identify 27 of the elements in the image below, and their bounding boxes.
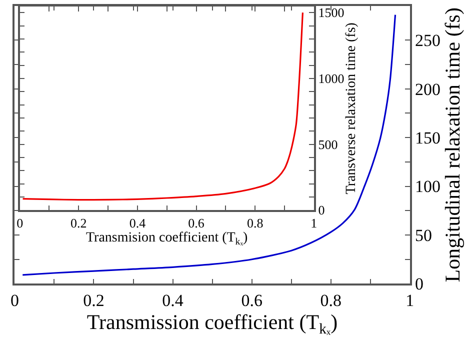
y-tick-label: 0 bbox=[415, 274, 424, 294]
y-tick-label: 1500 bbox=[318, 5, 344, 20]
y-tick-label: 100 bbox=[415, 177, 441, 196]
x-tick-label: 0.4 bbox=[162, 290, 184, 310]
x-axis-title: Transmission coefficient (T$_{kₓ}$) bbox=[86, 310, 338, 338]
x-axis-title: Transmision coefficient (T$_{kₓ}$) bbox=[86, 230, 248, 248]
x-tick-label: 1 bbox=[406, 290, 414, 310]
y-axis-title: Longitudinal relaxation time (fs) bbox=[440, 8, 465, 282]
x-tick-label: 0.8 bbox=[246, 215, 264, 230]
x-tick-label: 0.2 bbox=[83, 290, 104, 310]
y-tick-label: 250 bbox=[415, 31, 441, 50]
y-tick-label: 1000 bbox=[318, 70, 344, 86]
y-tick-label: 0 bbox=[318, 202, 325, 218]
x-tick-label: 0.8 bbox=[320, 290, 342, 310]
x-tick-label: 0.6 bbox=[241, 290, 262, 310]
y-tick-label: 50 bbox=[415, 226, 432, 245]
x-tick-label: 1 bbox=[310, 215, 318, 230]
x-tick-label: 0.4 bbox=[129, 215, 146, 230]
y-tick-label: 500 bbox=[318, 136, 338, 152]
y-axis-title: Transverse relaxation time (fs) bbox=[344, 22, 360, 194]
x-tick-label: 0.2 bbox=[70, 215, 87, 230]
y-tick-label: 200 bbox=[415, 80, 441, 99]
x-tick-label: 0 bbox=[10, 290, 19, 310]
y-tick-label: 150 bbox=[415, 128, 441, 148]
line-series bbox=[22, 12, 304, 201]
x-tick-label: 0.6 bbox=[188, 215, 205, 230]
x-tick-label: 0 bbox=[16, 215, 24, 230]
